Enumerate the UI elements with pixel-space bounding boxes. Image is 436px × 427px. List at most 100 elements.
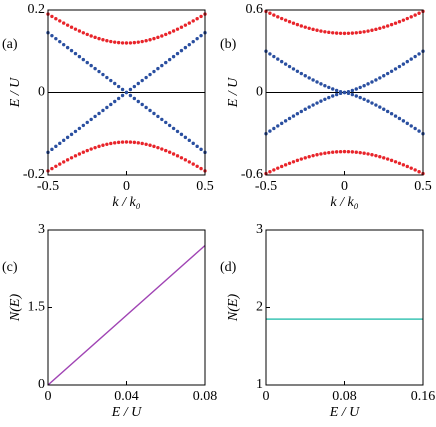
band-dot — [77, 152, 82, 156]
band-dot — [101, 72, 105, 77]
band-dot — [299, 157, 304, 161]
band-dot — [378, 26, 382, 31]
band-dot — [374, 78, 378, 82]
band-dot — [338, 31, 343, 36]
band-dot — [58, 39, 62, 44]
band-dot — [73, 129, 78, 134]
band-dot — [187, 21, 191, 25]
band-dot — [401, 163, 406, 167]
band-dot — [113, 40, 117, 44]
band-dot — [179, 132, 184, 137]
band-dot — [58, 141, 62, 146]
y-tick-label: 3 — [38, 222, 45, 237]
band-dot — [397, 161, 402, 165]
band-dot — [311, 103, 315, 107]
band-dot — [113, 81, 117, 86]
band-dot — [69, 156, 74, 160]
band-dot — [164, 148, 168, 153]
band-dot — [417, 129, 421, 133]
band-dot — [156, 35, 160, 40]
band-dot — [183, 23, 188, 27]
band-dot — [164, 32, 168, 37]
x-tick-label: -0.5 — [37, 179, 59, 194]
band-dot — [307, 26, 311, 31]
y-tick-label: 0 — [256, 85, 263, 100]
band-dot — [89, 147, 93, 151]
band-dot — [409, 166, 413, 170]
band-dot — [397, 20, 402, 24]
band-dot — [303, 156, 307, 160]
band-dot — [77, 126, 82, 131]
band-dot — [164, 120, 168, 125]
band-dot — [109, 102, 113, 107]
band-dot — [342, 90, 347, 95]
band-dot — [124, 140, 129, 144]
x-tick-label: 0 — [263, 389, 270, 404]
band-dot — [413, 126, 417, 131]
band-dot — [299, 24, 304, 28]
band-dot — [385, 157, 390, 161]
band-dot — [160, 34, 164, 38]
band-dot — [295, 22, 300, 27]
band-dot — [109, 78, 113, 83]
band-dot — [405, 121, 409, 126]
band-dot — [280, 121, 284, 126]
band-dot — [287, 64, 292, 69]
band-dot — [93, 35, 97, 40]
band-dot — [382, 156, 386, 160]
band-dot — [105, 75, 109, 80]
band-dot — [124, 90, 129, 95]
band-dot — [81, 150, 86, 154]
band-dot — [50, 147, 54, 152]
band-dot — [124, 41, 129, 45]
band-dot — [272, 126, 276, 131]
band-dot — [327, 95, 331, 100]
band-dot — [283, 62, 288, 66]
band-dot — [272, 13, 276, 17]
band-dot — [101, 108, 105, 113]
band-dot — [167, 31, 172, 35]
band-dot — [295, 112, 300, 116]
band-dot — [65, 158, 70, 162]
band-dot — [101, 38, 105, 42]
plot-frame — [265, 9, 424, 176]
band-dot — [175, 27, 180, 31]
band-dot — [350, 92, 355, 97]
band-dot — [405, 59, 409, 64]
band-dot — [152, 36, 156, 41]
band-dot — [97, 69, 101, 74]
band-dot — [54, 36, 58, 41]
band-dot — [389, 112, 394, 116]
band-dot — [417, 170, 421, 174]
band-dot — [385, 71, 390, 76]
band-dot — [50, 33, 54, 38]
band-dot — [191, 19, 195, 23]
band-dot — [89, 63, 93, 68]
band-dot — [199, 33, 203, 38]
band-dot — [401, 18, 406, 22]
band-dot — [62, 138, 66, 143]
band-dot — [77, 54, 82, 59]
band-dot — [93, 145, 97, 150]
band-dot — [140, 39, 144, 44]
band-dot — [287, 20, 292, 24]
band-dot — [389, 22, 394, 27]
band-dot — [148, 108, 152, 113]
band-dot — [307, 76, 311, 80]
band-dot — [319, 99, 323, 103]
band-dot — [191, 39, 195, 44]
band-dot — [280, 59, 284, 64]
band-dot — [105, 39, 109, 43]
band-dot — [85, 32, 89, 37]
band-dot — [152, 144, 156, 149]
band-dot — [354, 31, 358, 35]
band-dot — [385, 24, 390, 28]
band-dot — [327, 150, 331, 155]
band-dot — [128, 140, 133, 144]
band-dot — [120, 41, 125, 45]
band-dot — [331, 87, 335, 91]
band-dot — [136, 40, 140, 44]
band-dot — [303, 74, 307, 78]
band-dot — [334, 150, 339, 154]
band-dot — [409, 57, 413, 61]
